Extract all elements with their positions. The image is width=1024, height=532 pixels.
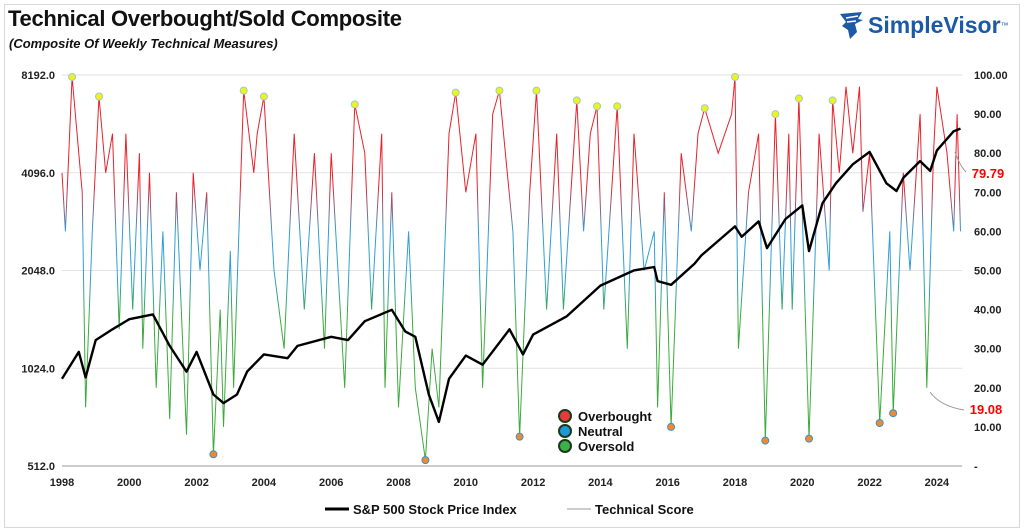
oversold-marker [209,450,218,459]
x-tick-label: 2008 [386,477,410,489]
chart-subtitle: (Composite Of Weekly Technical Measures) [9,36,278,51]
overbought-marker [350,100,359,109]
oversold-marker [805,434,814,443]
overbought-marker [731,72,739,81]
overbought-marker [68,72,77,81]
chart-frame [4,4,1020,528]
x-tick-label: 2002 [184,477,208,489]
x-tick-label: 2020 [790,477,814,489]
left-tick-label: 1024.0 [21,363,55,375]
left-tick-label: 8192.0 [21,70,55,82]
right-tick-label: 40.00 [974,305,1002,317]
oversold-marker [889,409,898,418]
overbought-marker [593,102,602,111]
left-tick-label: 2048.0 [21,266,55,278]
right-tick-label: 30.00 [974,344,1002,356]
overbought-marker [451,88,460,97]
x-tick-label: 2014 [588,477,613,489]
right-tick-label: 20.00 [974,383,1002,395]
legend-label: Oversold [578,439,634,454]
right-tick-label: 80.00 [974,148,1002,160]
annotation-value: 19.08 [970,402,1003,417]
legend-label: Overbought [578,409,652,424]
right-tick-label: 70.00 [974,187,1002,199]
oversold-marker [667,422,676,431]
simplevisor-logo: SimpleVisor ™ [838,10,1009,40]
x-tick-label: 1998 [50,477,74,489]
right-tick-label: 90.00 [974,109,1002,121]
x-tick-label: 2012 [521,477,545,489]
right-tick-label: - [974,461,978,473]
overbought-marker [95,92,104,101]
chart-title: Technical Overbought/Sold Composite [8,6,402,31]
x-tick-label: 2000 [117,477,141,489]
overbought-marker [572,96,581,105]
right-tick-label: 60.00 [974,226,1002,238]
oversold-marker [421,456,430,465]
x-tick-label: 2018 [723,477,747,489]
oversold-marker [761,436,770,445]
annotation-leader [954,151,967,173]
overbought-marker [259,92,268,101]
x-tick-label: 2024 [925,477,950,489]
annotation-value: 79.79 [972,166,1005,181]
sp500-line [60,127,961,424]
overbought-marker [794,94,803,103]
left-tick-label: 512.0 [27,461,55,473]
x-tick-label: 2006 [319,477,343,489]
legend-label: S&P 500 Stock Price Index [353,502,518,517]
x-tick-label: 2010 [454,477,478,489]
logo-text: SimpleVisor [868,11,1001,38]
oversold-marker [515,432,524,441]
legend-swatch-neutral [558,424,572,438]
overbought-marker [700,104,709,113]
eagle-icon [840,12,863,39]
right-tick-label: 10.00 [974,422,1002,434]
overbought-marker [613,102,622,111]
x-tick-label: 2016 [655,477,679,489]
left-tick-label: 4096.0 [21,168,55,180]
oversold-marker [875,418,884,427]
legend-label: Technical Score [595,502,694,517]
overbought-marker [495,86,504,95]
overbought-marker [239,86,248,95]
overbought-marker [828,96,837,105]
technical-score-line [61,76,961,461]
x-tick-label: 2004 [252,477,277,489]
right-tick-label: 50.00 [974,266,1002,278]
x-tick-label: 2022 [857,477,881,489]
legend-label: Neutral [578,424,623,439]
overbought-marker [771,110,780,119]
legend-swatch-overbought [558,409,572,423]
overbought-marker [532,86,541,95]
annotation-leader [929,391,965,411]
legend-swatch-oversold [558,439,572,453]
right-tick-label: 100.00 [974,70,1008,82]
